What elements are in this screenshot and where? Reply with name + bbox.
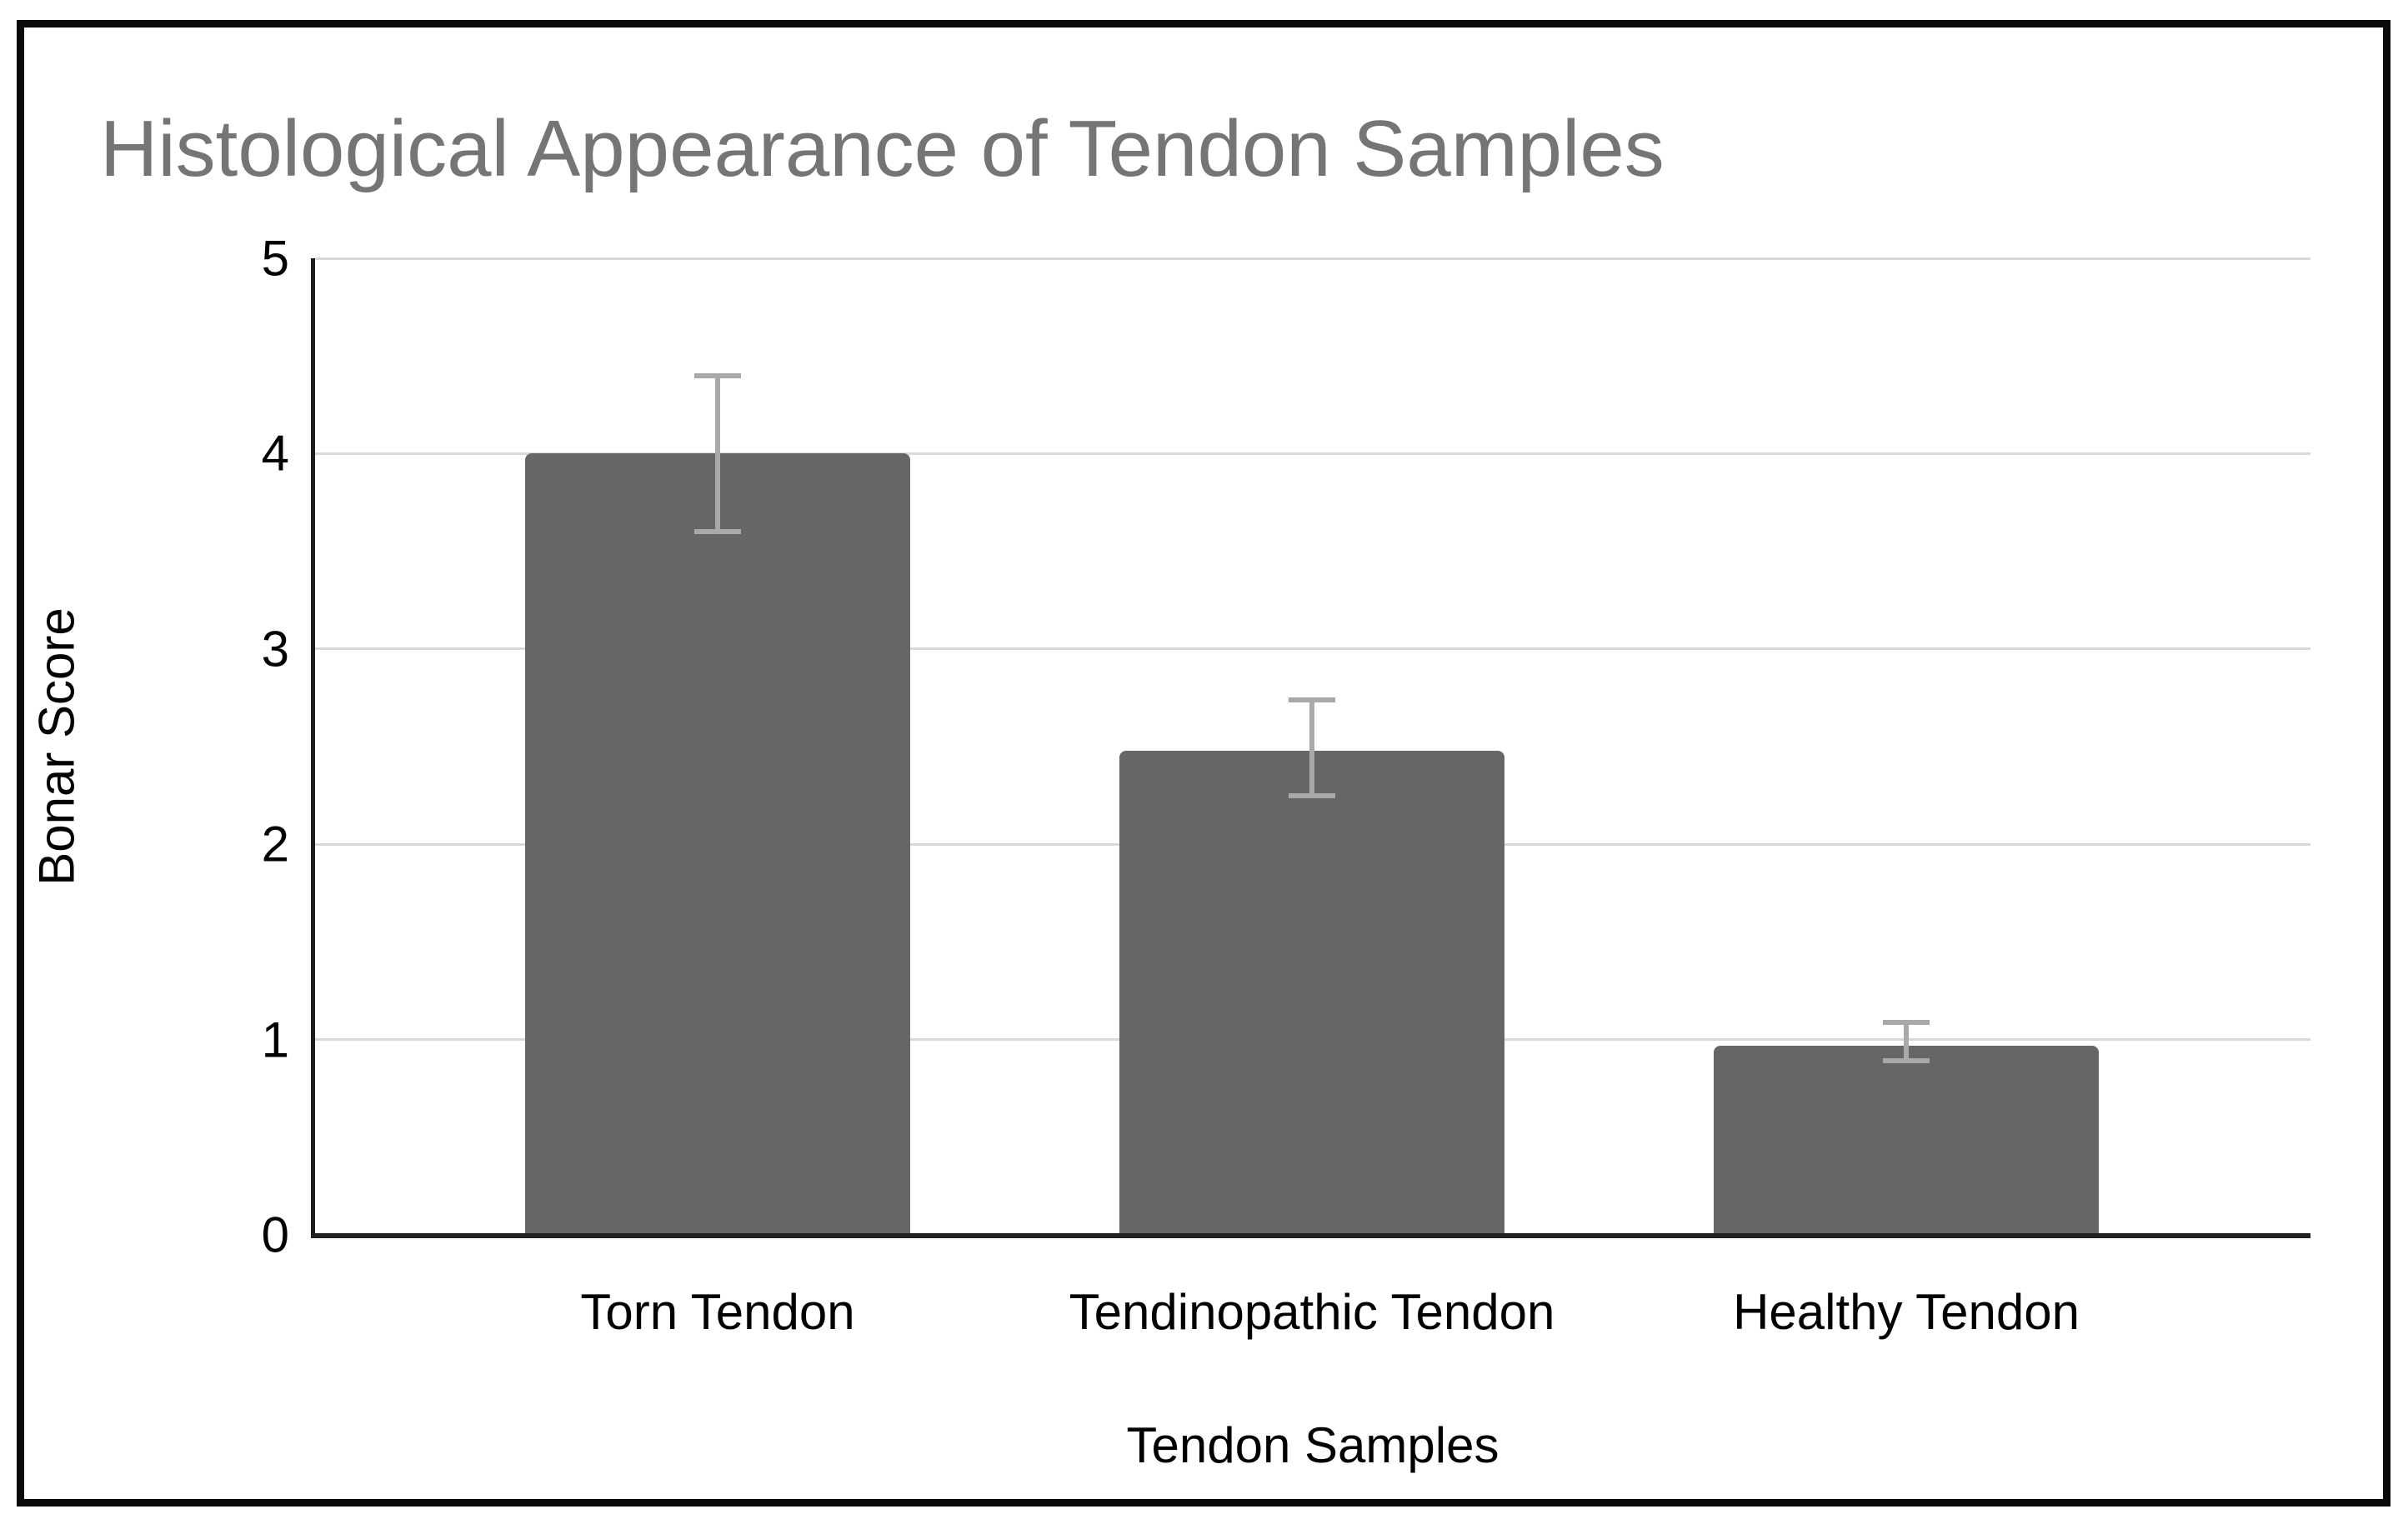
y-axis-title-text: Bonar Score xyxy=(28,607,85,886)
gridline-3 xyxy=(315,647,2310,651)
x-category-label-healthy-tendon: Healthy Tendon xyxy=(1733,1284,2080,1340)
error-bar-cap-top-2 xyxy=(1883,1019,1930,1025)
y-tick-label-0: 0 xyxy=(261,1207,289,1263)
y-tick-label-2: 2 xyxy=(261,816,289,872)
bar-torn-tendon xyxy=(525,453,910,1235)
x-category-label-torn-tendon: Torn Tendon xyxy=(580,1284,855,1340)
gridline-5 xyxy=(315,257,2310,260)
x-axis-line xyxy=(311,1233,2310,1238)
x-axis-title: Tendon Samples xyxy=(1126,1417,1499,1473)
y-tick-label-3: 3 xyxy=(261,621,289,677)
x-category-label-tendinopathic-tendon: Tendinopathic Tendon xyxy=(1069,1284,1555,1340)
error-bar-cap-bottom-1 xyxy=(1289,792,1335,798)
bar-healthy-tendon xyxy=(1714,1045,2099,1235)
error-bar-cap-bottom-2 xyxy=(1883,1058,1930,1064)
bar-tendinopathic-tendon xyxy=(1119,750,1504,1235)
y-tick-label-4: 4 xyxy=(261,425,289,482)
error-bar-line-0 xyxy=(715,375,720,532)
error-bar-cap-top-1 xyxy=(1289,697,1335,702)
y-tick-label-1: 1 xyxy=(261,1012,289,1068)
error-bar-line-2 xyxy=(1904,1022,1909,1062)
error-bar-line-1 xyxy=(1309,699,1314,796)
chart-title: Histological Appearance of Tendon Sample… xyxy=(100,104,1665,193)
y-axis-line xyxy=(311,258,315,1238)
error-bar-cap-top-0 xyxy=(694,372,741,378)
y-tick-label-5: 5 xyxy=(261,230,289,287)
error-bar-cap-bottom-0 xyxy=(694,529,741,535)
gridline-4 xyxy=(315,452,2310,455)
